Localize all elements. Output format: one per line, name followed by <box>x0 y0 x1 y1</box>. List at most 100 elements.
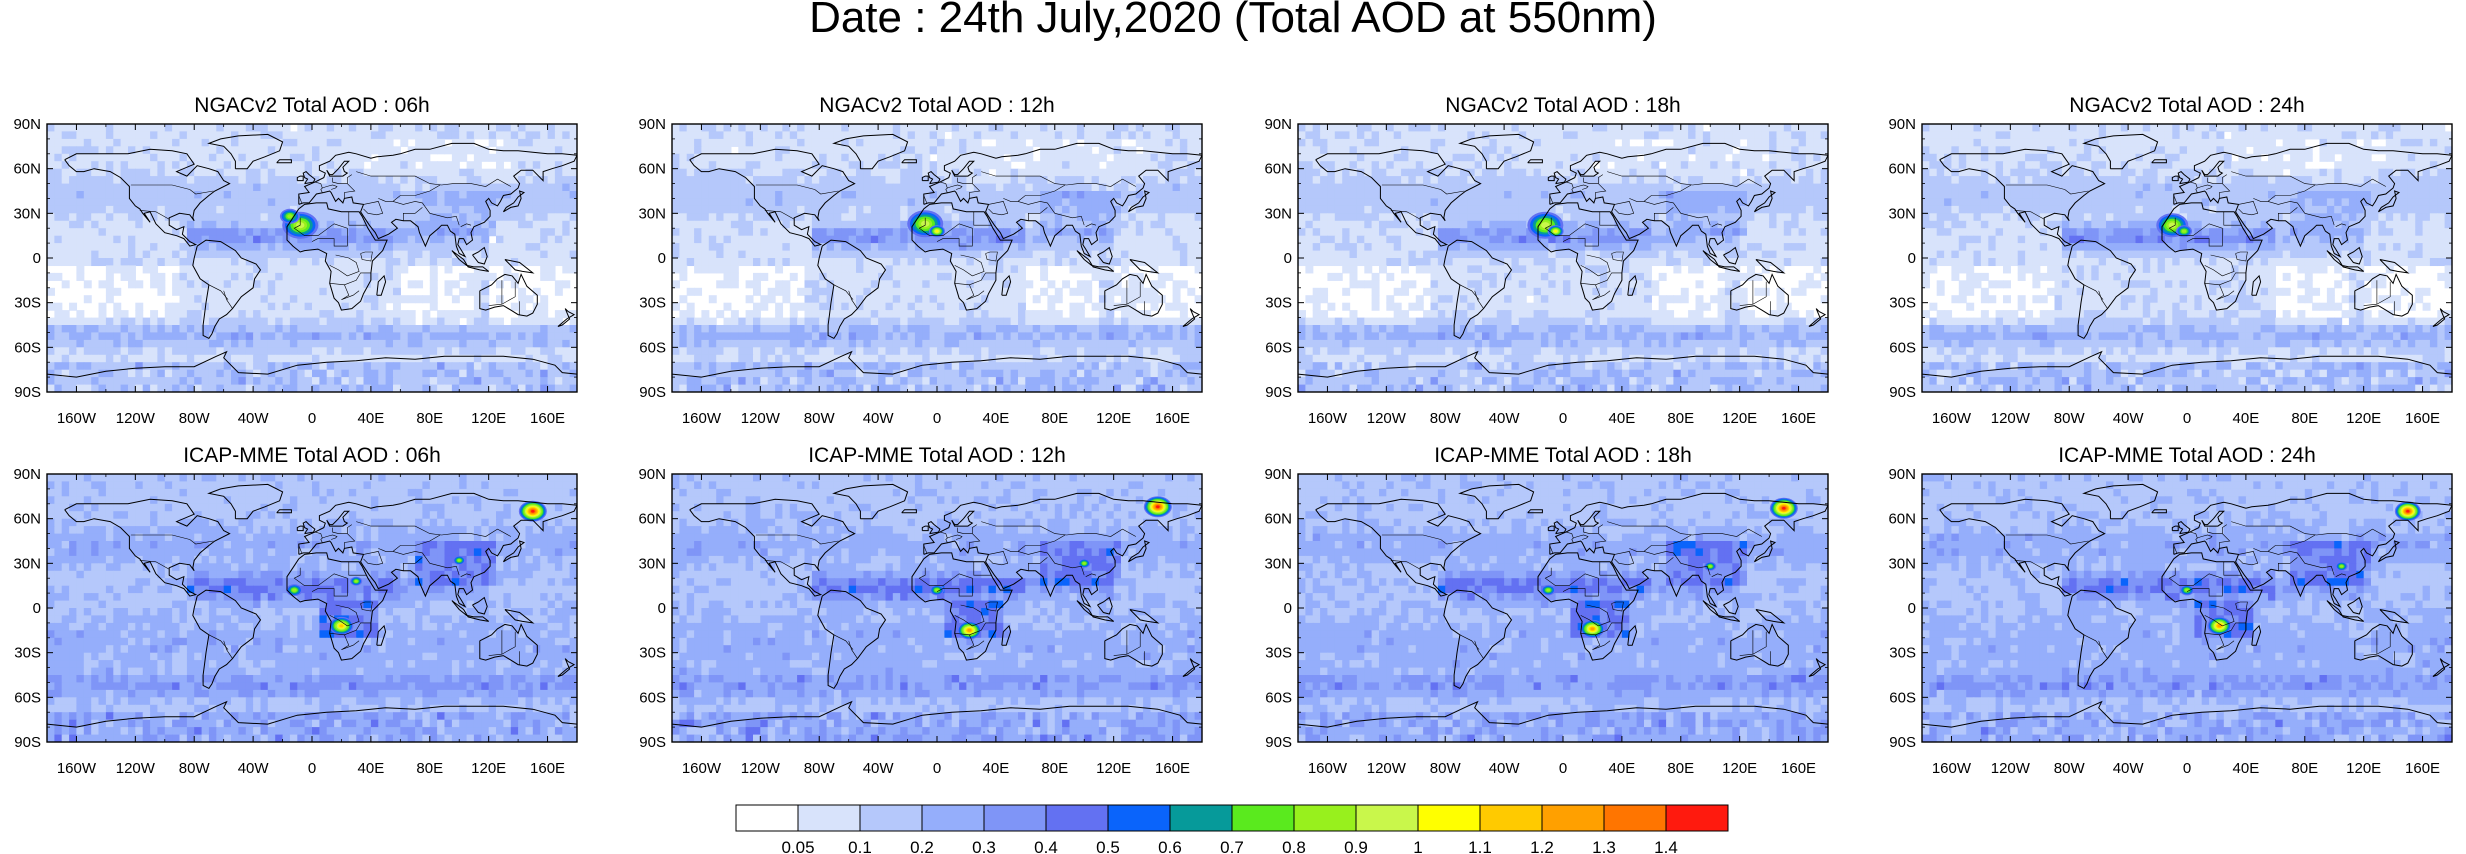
aod-hotspot <box>2217 624 2222 628</box>
coastline-new-guinea <box>2379 609 2410 624</box>
coastline-australia <box>2354 273 2413 317</box>
colorbar-swatch <box>735 804 799 832</box>
colorbar-label: 0.1 <box>848 838 872 854</box>
lat-tick-label: 60S <box>639 689 666 706</box>
country-border <box>392 184 441 202</box>
lon-tick-label: 120W <box>1367 410 1407 427</box>
country-border <box>208 634 229 650</box>
lon-tick-label: 40W <box>1489 760 1521 777</box>
coastline-new-guinea <box>504 609 535 624</box>
country-border <box>957 524 977 534</box>
country-border <box>1629 548 1711 576</box>
country-border <box>223 290 233 309</box>
aod-hotspot <box>1708 565 1712 568</box>
lat-tick-label: 60N <box>13 161 41 178</box>
coastline-indonesia <box>1702 600 1741 622</box>
country-border <box>322 184 338 190</box>
coastline-ireland <box>2171 175 2179 182</box>
aod-hotspot <box>531 509 535 513</box>
country-border <box>985 251 998 262</box>
lat-tick-label: 60N <box>1264 161 1292 178</box>
lon-tick-label: 160W <box>1308 410 1348 427</box>
country-border <box>1544 217 1599 247</box>
lat-tick-label: 30N <box>1888 205 1916 222</box>
coastline-britain <box>1553 170 1567 185</box>
coastline-ireland <box>2171 525 2179 532</box>
country-border <box>2173 545 2177 554</box>
lon-tick-label: 80E <box>1667 410 1694 427</box>
coastline-antarctica <box>1922 350 2452 378</box>
panel-title: ICAP-MME Total AOD : 12h <box>808 444 1066 467</box>
lat-tick-label: 30S <box>1265 645 1292 662</box>
coastline-indonesia <box>451 600 490 622</box>
lat-tick-label: 30S <box>639 295 666 312</box>
lon-tick-label: 160W <box>1308 760 1348 777</box>
country-border <box>1544 567 1599 597</box>
country-border <box>2223 211 2242 226</box>
country-border <box>2231 521 2386 537</box>
aod-field <box>672 474 1202 742</box>
country-border <box>2363 631 2391 656</box>
lon-tick-label: 120W <box>1991 760 2031 777</box>
country-border <box>1573 184 1589 190</box>
country-border <box>488 631 516 656</box>
lon-tick-label: 80W <box>2054 760 2086 777</box>
country-border <box>2219 622 2246 636</box>
country-border <box>764 560 795 570</box>
lat-tick-label: 90S <box>639 384 666 401</box>
lat-tick-label: 30N <box>1264 555 1292 572</box>
country-border <box>298 195 302 204</box>
lat-tick-label: 30N <box>638 205 666 222</box>
lat-tick-label: 0 <box>658 600 666 617</box>
country-border <box>2014 210 2045 220</box>
coastline-antarctica <box>672 350 1202 378</box>
country-border <box>1474 290 1484 309</box>
lon-tick-label: 120W <box>116 410 156 427</box>
country-border <box>2278 557 2298 571</box>
coastline-britain <box>2177 170 2191 185</box>
lon-tick-label: 80E <box>1041 760 1068 777</box>
colorbar-label: 0.6 <box>1158 838 1182 854</box>
country-border <box>2204 604 2235 627</box>
country-border <box>329 283 360 300</box>
coastline-new-zealand <box>2432 658 2451 677</box>
coastline-antarctica <box>1922 700 2452 728</box>
country-border <box>981 171 1136 187</box>
lat-tick-label: 90S <box>639 734 666 751</box>
coastline-greenland <box>2082 483 2159 520</box>
coastline-greenland <box>2082 133 2159 170</box>
panel-title: ICAP-MME Total AOD : 06h <box>183 444 441 467</box>
coastline-africa <box>2161 552 2263 661</box>
country-border <box>363 201 384 216</box>
coastline-greenland <box>832 483 909 520</box>
coastline-borneo <box>2347 246 2363 265</box>
coastline-antarctica <box>1298 700 1828 728</box>
lon-tick-label: 40E <box>358 410 385 427</box>
coastline-north-america <box>689 498 856 597</box>
aod-hotspot <box>1156 505 1160 509</box>
country-border <box>2014 560 2045 570</box>
coastline-scandinavia-gulf <box>951 160 975 177</box>
coastline-australia <box>1104 623 1163 667</box>
country-border <box>755 184 839 195</box>
lat-tick-label: 90N <box>638 116 666 133</box>
aod-hotspot <box>287 214 293 219</box>
lon-tick-label: 0 <box>308 410 316 427</box>
aod-hotspot <box>354 580 358 583</box>
country-border <box>2278 207 2298 221</box>
country-border <box>378 198 460 226</box>
country-border <box>1595 533 1607 549</box>
coastline-africa <box>286 202 388 311</box>
coastline-new-zealand <box>1182 308 1201 327</box>
lon-tick-label: 160W <box>57 760 97 777</box>
colorbar-label: 0.2 <box>910 838 934 854</box>
country-border <box>1459 634 1480 650</box>
colorbar-swatch <box>1479 804 1543 832</box>
lat-tick-label: 90S <box>1889 384 1916 401</box>
country-border <box>1654 207 1674 221</box>
coastline-madagascar <box>2251 624 2262 646</box>
coastline-north-america <box>64 148 231 247</box>
lon-tick-label: 120E <box>1096 410 1131 427</box>
coastline-australia <box>479 623 538 667</box>
country-border <box>1028 557 1048 571</box>
